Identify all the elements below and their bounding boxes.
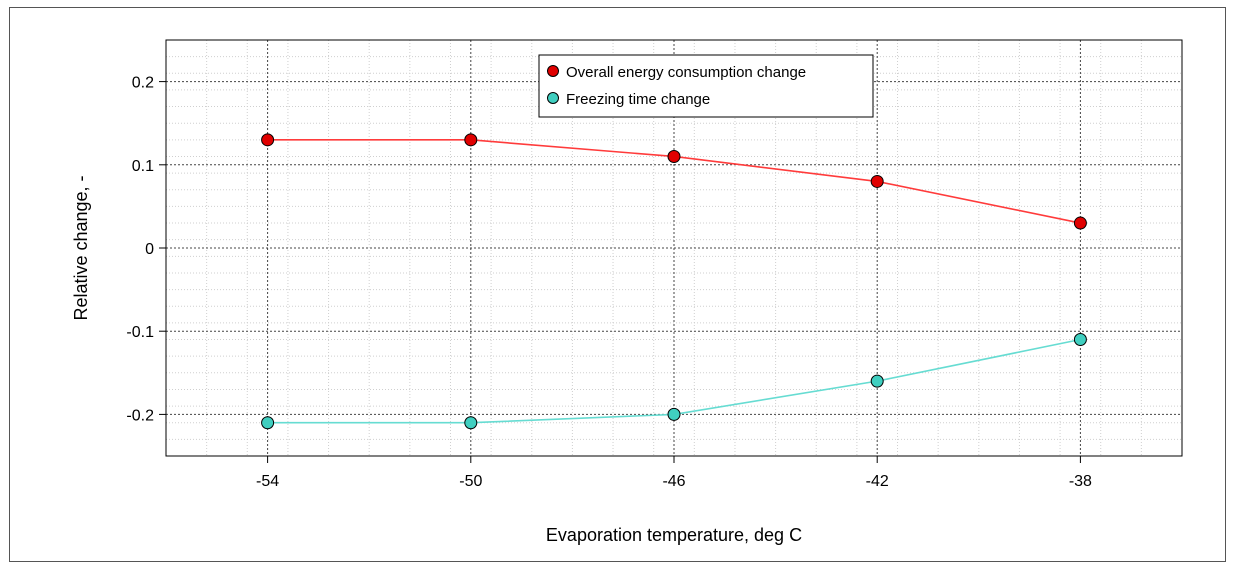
series-layer bbox=[261, 133, 1087, 430]
y-tick-label: 0.2 bbox=[132, 75, 154, 92]
y-tick-label: -0.1 bbox=[126, 324, 154, 341]
data-point-freezing bbox=[464, 416, 478, 430]
x-axis-title: Evaporation temperature, deg C bbox=[546, 525, 802, 545]
legend-label-energy: Overall energy consumption change bbox=[566, 64, 806, 81]
legend-marker-energy bbox=[547, 65, 559, 77]
axis-ticks bbox=[159, 81, 1081, 463]
x-axis-tick-labels: -54 -50 -46 -42 -38 bbox=[256, 473, 1092, 490]
data-point-energy bbox=[261, 133, 275, 147]
legend-box bbox=[538, 54, 874, 118]
legend: Overall energy consumption change Freezi… bbox=[538, 54, 874, 118]
data-point-freezing bbox=[870, 374, 884, 388]
x-tick-label: -42 bbox=[866, 473, 889, 490]
legend-marker-freezing bbox=[547, 92, 559, 104]
data-point-freezing bbox=[261, 416, 275, 430]
x-tick-label: -38 bbox=[1069, 473, 1092, 490]
y-tick-label: -0.2 bbox=[126, 407, 154, 424]
x-tick-label: -46 bbox=[662, 473, 685, 490]
data-point-freezing bbox=[667, 407, 681, 421]
data-point-energy bbox=[870, 174, 884, 188]
data-point-energy bbox=[667, 149, 681, 163]
legend-label-freezing: Freezing time change bbox=[566, 91, 710, 108]
data-point-energy bbox=[1073, 216, 1087, 230]
x-tick-label: -54 bbox=[256, 473, 279, 490]
data-point-energy bbox=[464, 133, 478, 147]
x-tick-label: -50 bbox=[459, 473, 482, 490]
data-point-freezing bbox=[1073, 333, 1087, 347]
y-tick-label: 0.1 bbox=[132, 158, 154, 175]
y-axis-title: Relative change, - bbox=[71, 175, 91, 320]
y-tick-label: 0 bbox=[145, 241, 154, 258]
y-axis-tick-labels: 0.2 0.1 0 -0.1 -0.2 bbox=[126, 75, 154, 425]
